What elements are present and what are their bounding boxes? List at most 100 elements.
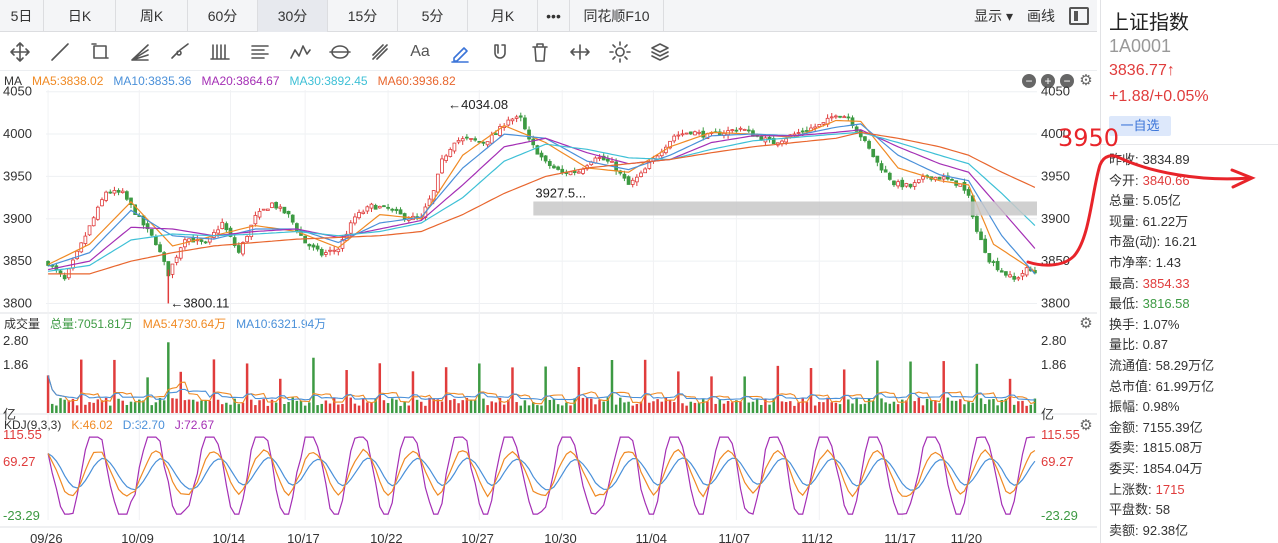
candle-body: [805, 130, 809, 132]
stat-row: 上涨数: 1715: [1109, 480, 1214, 501]
tab-15min[interactable]: 15分: [328, 0, 398, 32]
volume-bar: [880, 398, 883, 413]
volume-bar: [142, 400, 145, 413]
pen-icon[interactable]: [440, 34, 480, 70]
stat-label: 最低:: [1109, 296, 1139, 312]
volume-bar: [967, 400, 970, 413]
volume-bar: [689, 401, 693, 413]
tab-30min[interactable]: 30分: [258, 0, 328, 32]
stat-value: 92.38亿: [1142, 522, 1189, 538]
volume-bar: [581, 397, 585, 413]
stat-row: 现量: 61.22万: [1109, 212, 1214, 233]
volume-bar: [361, 398, 365, 413]
candle-body: [821, 122, 826, 125]
candle-body: [481, 141, 486, 144]
magnet-icon[interactable]: [480, 34, 520, 70]
tab-monthly-k[interactable]: 月K: [468, 0, 538, 32]
stat-value: 0.87: [1142, 337, 1168, 353]
candle-body: [100, 199, 104, 207]
stat-label: 委卖:: [1109, 440, 1139, 456]
volume-bar: [643, 359, 647, 413]
panel-toggle-icon[interactable]: [1069, 6, 1089, 25]
volume-bar: [84, 404, 87, 413]
candle-body: [896, 181, 900, 187]
line-icon[interactable]: [40, 34, 80, 70]
add-watchlist-button[interactable]: 一自选: [1109, 116, 1171, 136]
candle-body: [170, 263, 175, 275]
rectangle-icon[interactable]: [80, 34, 120, 70]
volume-bar: [569, 405, 572, 413]
volume-bar: [208, 400, 212, 413]
volume-bar: [631, 405, 634, 413]
candle-body: [203, 241, 208, 244]
ray-icon[interactable]: [160, 34, 200, 70]
candle-body: [647, 162, 652, 169]
stat-row: 金额: 7155.39亿: [1109, 418, 1214, 439]
volume-bar: [913, 401, 916, 413]
candle-body: [199, 239, 204, 242]
fan-icon[interactable]: [120, 34, 160, 70]
volume-bar: [428, 397, 431, 413]
move-icon[interactable]: [0, 34, 40, 70]
candle-body: [265, 208, 270, 211]
volume-bar: [577, 367, 581, 413]
collapse-icon[interactable]: −: [1022, 74, 1036, 88]
candle-body: [245, 236, 249, 243]
candle-body: [332, 249, 337, 252]
volume-bar: [1000, 400, 1003, 413]
volume-bar: [121, 400, 124, 413]
text-icon[interactable]: Aa: [410, 42, 430, 60]
tab-60min[interactable]: 60分: [188, 0, 258, 32]
layers-icon[interactable]: [640, 34, 680, 70]
settings-icon[interactable]: [600, 34, 640, 70]
tab-5min[interactable]: 5分: [398, 0, 468, 32]
candle-body: [390, 208, 395, 211]
stat-label: 平盘数:: [1109, 502, 1152, 518]
candle-body: [630, 179, 635, 185]
volume-bar: [328, 403, 332, 413]
volume-bar: [183, 400, 187, 413]
volume-bar: [196, 401, 199, 413]
volume-ma5-label: MA5:4730.64万: [142, 316, 227, 331]
draw-line-button[interactable]: 画线: [1027, 7, 1055, 24]
volume-bar: [851, 403, 854, 413]
cycle-icon[interactable]: [320, 34, 360, 70]
stat-value: 1715: [1155, 481, 1185, 497]
fib-icon[interactable]: [240, 34, 280, 70]
price-highlight-band: [533, 201, 1037, 216]
volume-bar: [283, 404, 286, 413]
candle-body: [382, 205, 386, 208]
tab-daily-k[interactable]: 日K: [44, 0, 116, 32]
candle-body: [62, 275, 67, 280]
index-name: 上证指数: [1109, 12, 1189, 34]
price-settings-icon[interactable]: ⚙: [1079, 72, 1093, 89]
volume-bar: [67, 400, 71, 413]
volume-bar: [1029, 404, 1033, 413]
zoom-out-icon[interactable]: −: [1060, 74, 1074, 88]
channel-icon[interactable]: [200, 34, 240, 70]
zoom-in-icon[interactable]: +: [1041, 74, 1055, 88]
candle-body: [261, 208, 266, 211]
stretch-icon[interactable]: [560, 34, 600, 70]
kline-chart[interactable]: 4050 4050 4000 4000 3950 3950 3900 3900 3850 3850…: [0, 71, 1097, 543]
volume-settings-icon[interactable]: ⚙: [1079, 315, 1093, 332]
candle-body: [369, 203, 374, 209]
tab-weekly-k[interactable]: 周K: [116, 0, 188, 32]
volume-bar: [440, 401, 444, 413]
tab-f10[interactable]: 同花顺F10: [570, 0, 664, 32]
volume-bar: [312, 357, 315, 413]
stat-row: 市盈(动): 16.21: [1109, 232, 1214, 253]
volume-bar: [515, 402, 518, 413]
display-menu[interactable]: 显示 ▾: [974, 7, 1013, 24]
gann-icon[interactable]: [360, 34, 400, 70]
wave-icon[interactable]: [280, 34, 320, 70]
tab-more[interactable]: •••: [538, 0, 570, 32]
tab-5day[interactable]: 5日: [0, 0, 44, 32]
candle-body: [295, 223, 299, 232]
drawing-toolbar: Aa: [0, 33, 1097, 71]
candle-body: [435, 173, 440, 193]
volume-bar: [905, 400, 908, 413]
volume-bar: [739, 401, 742, 413]
kdj-settings-icon[interactable]: ⚙: [1079, 417, 1093, 434]
trash-icon[interactable]: [520, 34, 560, 70]
